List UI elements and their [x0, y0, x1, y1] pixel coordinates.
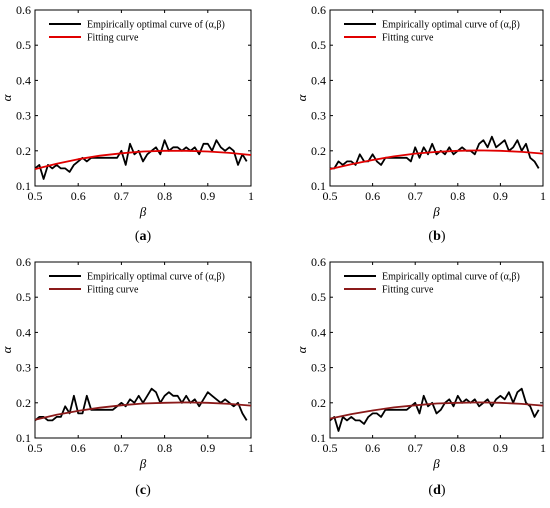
x-axis-label: β — [139, 204, 147, 219]
y-tick-label: 0.2 — [311, 144, 326, 158]
x-tick-label: 1 — [248, 189, 254, 203]
x-tick-label: 0.7 — [408, 189, 423, 203]
legend-label: Fitting curve — [87, 33, 139, 44]
y-tick-label: 0.3 — [16, 109, 31, 123]
y-tick-label: 0.1 — [311, 431, 326, 445]
x-tick-label: 0.9 — [200, 441, 215, 455]
axes-frame — [329, 261, 544, 439]
x-tick-label: 0.5 — [28, 189, 43, 203]
y-axis-label: α — [294, 345, 309, 353]
y-axis-label: α — [0, 345, 14, 353]
x-tick-label: 0.6 — [71, 189, 86, 203]
legend-label: Empirically optimal curve of (α,β) — [87, 272, 225, 283]
y-tick-label: 0.6 — [16, 255, 31, 269]
series-line-empirical — [329, 387, 540, 432]
x-tick-label: 0.9 — [200, 189, 215, 203]
chart-panel-b: 0.5 0.6 0.7 0.8 0.9 1 0.1 0.2 0.3 0.4 0.5 0.6 β α Empi… — [294, 3, 546, 244]
panel-caption: (d) — [428, 483, 445, 498]
x-tick-label: 0.8 — [450, 189, 465, 203]
panel-caption: (c) — [135, 483, 151, 498]
chart-panel-a: 0.5 0.6 0.7 0.8 0.9 1 0.1 0.2 0.3 0.4 0.5 0.6 β α Empi… — [0, 3, 254, 244]
y-tick-label: 0.3 — [311, 109, 326, 123]
chart-panel-c: 0.5 0.6 0.7 0.8 0.9 1 0.1 0.2 0.3 0.4 0.5 0.6 β α Empi… — [0, 255, 254, 498]
y-tick-label: 0.6 — [16, 3, 31, 17]
y-tick-label: 0.6 — [311, 255, 326, 269]
x-tick-label: 0.9 — [493, 189, 508, 203]
axes-frame — [34, 9, 252, 187]
y-tick-label: 0.2 — [16, 396, 31, 410]
legend-label: Empirically optimal curve of (α,β) — [382, 20, 520, 31]
y-tick-label: 0.4 — [16, 73, 31, 87]
x-tick-label: 0.6 — [365, 441, 380, 455]
x-tick-label: 0.7 — [408, 441, 423, 455]
x-axis-label: β — [432, 204, 440, 219]
panel-caption: (b) — [428, 229, 445, 244]
x-tick-label: 1 — [540, 441, 546, 455]
y-axis-label: α — [0, 93, 14, 101]
series-line-fitting — [329, 401, 544, 420]
legend-label: Empirically optimal curve of (α,β) — [382, 272, 520, 283]
x-tick-label: 0.6 — [365, 189, 380, 203]
series-line-fitting — [34, 149, 252, 170]
y-tick-label: 0.1 — [311, 179, 326, 193]
x-tick-label: 0.5 — [323, 189, 338, 203]
x-tick-label: 0.8 — [157, 189, 172, 203]
x-tick-label: 0.7 — [114, 441, 129, 455]
x-axis-label: β — [139, 456, 147, 471]
series-line-fitting — [329, 149, 544, 170]
x-tick-label: 0.5 — [323, 441, 338, 455]
y-tick-label: 0.4 — [311, 325, 326, 339]
x-tick-label: 0.7 — [114, 189, 129, 203]
legend-label: Empirically optimal curve of (α,β) — [87, 20, 225, 31]
legend-label: Fitting curve — [382, 285, 434, 296]
x-tick-label: 1 — [248, 441, 254, 455]
y-tick-label: 0.4 — [311, 73, 326, 87]
x-tick-label: 1 — [540, 189, 546, 203]
y-tick-label: 0.6 — [311, 3, 326, 17]
panel-caption: (a) — [135, 229, 152, 244]
x-tick-label: 0.5 — [28, 441, 43, 455]
y-tick-label: 0.5 — [16, 290, 31, 304]
x-tick-label: 0.8 — [157, 441, 172, 455]
legend-label: Fitting curve — [382, 33, 434, 44]
y-tick-label: 0.5 — [311, 38, 326, 52]
y-tick-label: 0.5 — [16, 38, 31, 52]
x-axis-label: β — [432, 456, 440, 471]
axes-frame — [329, 9, 544, 187]
y-tick-label: 0.1 — [16, 431, 31, 445]
series-line-empirical — [34, 139, 248, 180]
y-tick-label: 0.2 — [311, 396, 326, 410]
y-tick-label: 0.3 — [16, 361, 31, 375]
y-tick-label: 0.5 — [311, 290, 326, 304]
x-tick-label: 0.9 — [493, 441, 508, 455]
y-axis-label: α — [294, 93, 309, 101]
y-tick-label: 0.1 — [16, 179, 31, 193]
y-tick-label: 0.2 — [16, 144, 31, 158]
legend-label: Fitting curve — [87, 285, 139, 296]
y-tick-label: 0.3 — [311, 361, 326, 375]
x-tick-label: 0.8 — [450, 441, 465, 455]
chart-panel-d: 0.5 0.6 0.7 0.8 0.9 1 0.1 0.2 0.3 0.4 0.5 0.6 β α Empi… — [294, 255, 546, 498]
x-tick-label: 0.6 — [71, 441, 86, 455]
y-tick-label: 0.4 — [16, 325, 31, 339]
axes-frame — [34, 261, 252, 439]
series-line-fitting — [34, 401, 252, 421]
series-line-empirical — [34, 387, 248, 422]
